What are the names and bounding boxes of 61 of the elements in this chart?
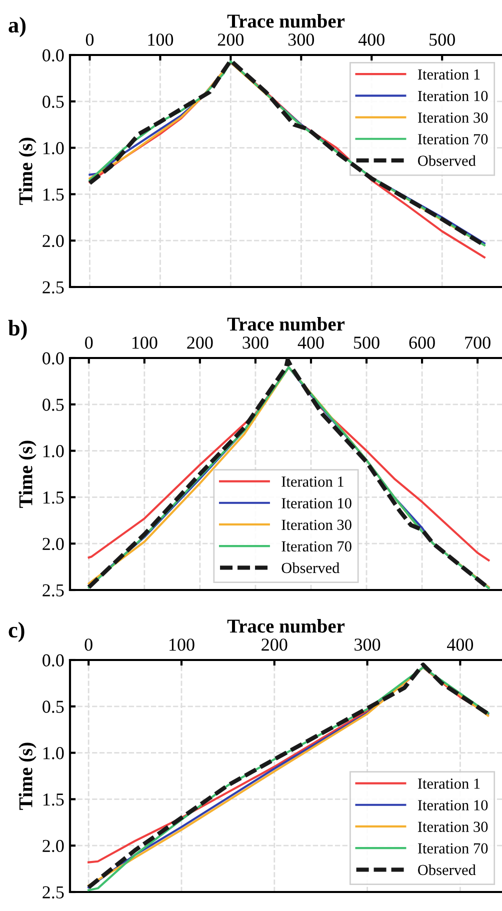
x-tick-label: 700	[465, 336, 490, 349]
y-tick-label: 0.0	[42, 49, 64, 62]
y-tick-label: 2.0	[42, 234, 64, 248]
legend-label: Iteration 30	[418, 112, 488, 123]
x-tick-label: 200	[218, 34, 244, 46]
legend-label: Iteration 1	[418, 778, 480, 789]
x-tick-label: 200	[187, 336, 213, 349]
y-tick-label: 2.5	[42, 886, 64, 899]
x-tick-label: 500	[354, 336, 380, 349]
y-tick-label: 0.0	[42, 352, 64, 365]
x-tick-label: 400	[358, 34, 384, 46]
y-tick-label: 0.5	[42, 700, 64, 713]
x-axis-title: Trace number	[227, 317, 345, 331]
legend-label: Iteration 30	[418, 822, 488, 832]
x-tick-label: 500	[430, 34, 455, 46]
legend-label: Observed	[418, 155, 476, 166]
x-tick-label: 100	[170, 638, 194, 651]
x-tick-label: 300	[242, 336, 268, 349]
y-tick-label: 0.5	[42, 96, 64, 108]
y-tick-label: 2.0	[42, 840, 64, 852]
y-tick-label: 1.0	[43, 142, 64, 154]
x-tick-label: 100	[132, 336, 158, 349]
y-axis-title: Time (s)	[18, 440, 36, 508]
legend-label: Iteration 10	[282, 498, 352, 508]
y-tick-label: 0.0	[42, 654, 64, 667]
legend-label: Iteration 1	[418, 69, 480, 80]
y-tick-label: 2.0	[42, 538, 64, 550]
text: c)	[8, 622, 24, 642]
legend-label: Iteration 70	[418, 134, 488, 144]
x-tick-label: 600	[409, 336, 435, 349]
legend-label: Iteration 70	[282, 541, 352, 552]
x-tick-label: 100	[148, 34, 174, 46]
y-tick-label: 1.0	[43, 747, 64, 760]
legend-label: Observed	[418, 864, 476, 876]
legend-label: Iteration 10	[418, 90, 488, 102]
y-tick-label: 0.5	[42, 398, 64, 411]
x-axis-title: Trace number	[227, 619, 345, 633]
legend-label: Iteration 70	[418, 843, 488, 854]
legend-label: Iteration 1	[282, 476, 344, 487]
x-tick-label: 200	[262, 638, 288, 651]
text: a)	[8, 16, 26, 38]
y-tick-label: 1.5	[43, 188, 64, 201]
y-tick-label: 1.5	[43, 492, 64, 504]
text: b)	[8, 320, 27, 340]
y-axis-title: Time (s)	[18, 138, 36, 205]
x-tick-label: 300	[354, 638, 380, 651]
y-axis-title: Time (s)	[18, 742, 36, 810]
legend-label: Iteration 10	[418, 800, 488, 810]
x-tick-label: 400	[298, 336, 324, 349]
y-tick-label: 1.0	[43, 445, 64, 458]
legend-label: Observed	[282, 562, 340, 574]
y-tick-label: 1.5	[43, 794, 64, 806]
legend-label: Iteration 30	[282, 520, 352, 530]
x-tick-label: 300	[288, 34, 314, 46]
x-axis-title: Trace number	[227, 14, 345, 28]
x-tick-label: 0	[84, 638, 92, 651]
x-tick-label: 0	[85, 336, 93, 349]
y-tick-label: 2.5	[42, 281, 64, 294]
x-tick-label: 0	[86, 34, 94, 46]
y-tick-label: 2.5	[42, 584, 64, 597]
x-tick-label: 400	[447, 638, 474, 651]
